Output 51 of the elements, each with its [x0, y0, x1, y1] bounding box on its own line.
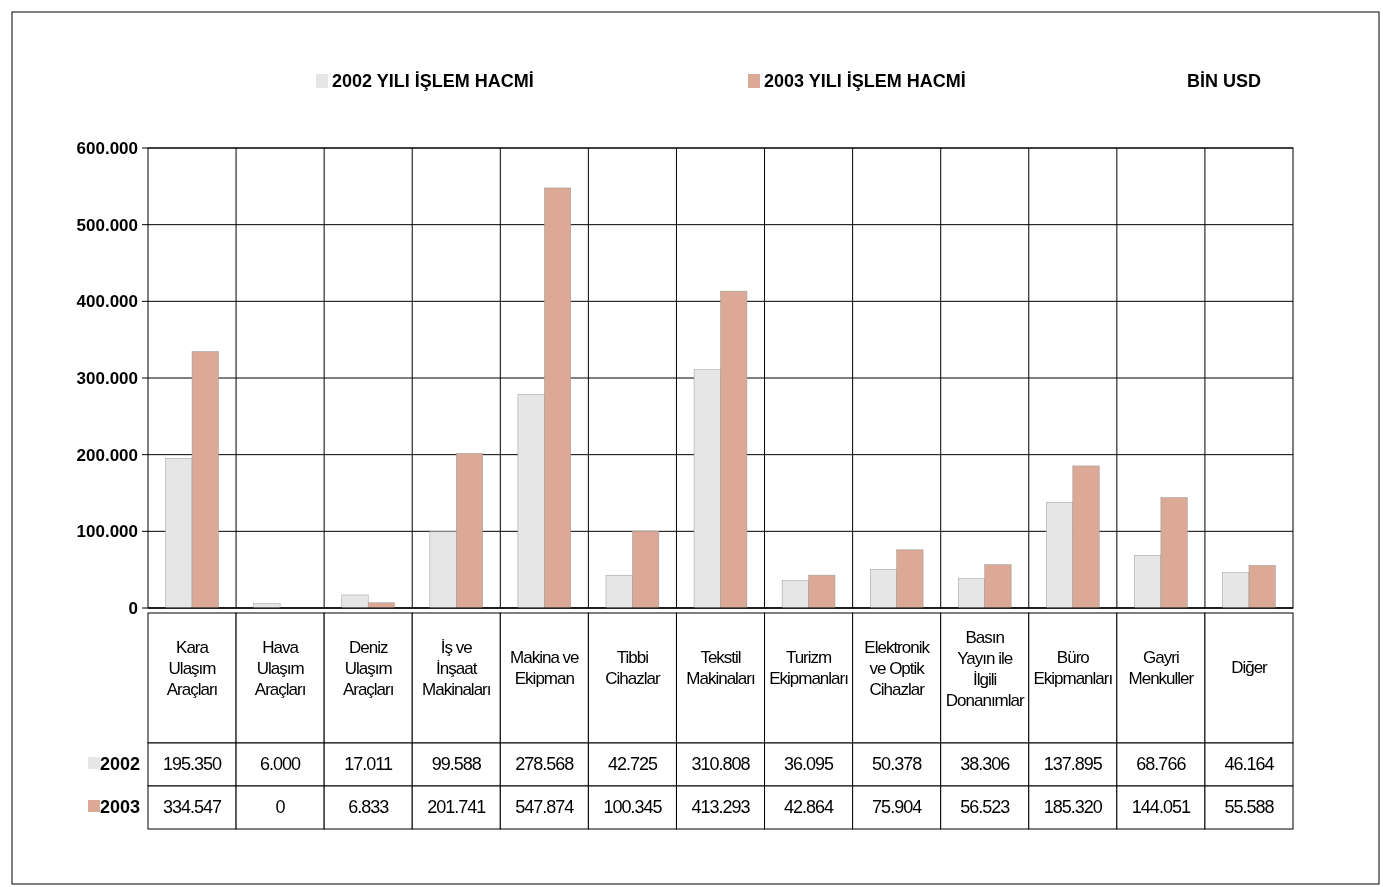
y-tick-label: 300.000: [76, 368, 138, 388]
data-label: 56.523: [960, 797, 1011, 818]
data-label: 36.095: [784, 754, 835, 775]
data-label: 50.378: [872, 754, 923, 775]
data-label: 68.766: [1136, 754, 1187, 775]
y-tick-label: 200.000: [76, 445, 138, 465]
y-tick-label: 0: [128, 598, 138, 618]
x-tick-label: Kara Ulaşım Araçları: [166, 638, 218, 699]
x-tick-label: Tibbi Cihazlar: [605, 648, 661, 688]
x-tick-label: Turizm Ekipmanları: [769, 648, 849, 688]
data-label: 17.011: [344, 754, 394, 775]
y-axis-title: BİN USD: [1186, 71, 1261, 92]
data-label: 278.568: [515, 754, 575, 775]
x-tick-label: Tekstil Makinaları: [686, 648, 755, 688]
x-tick-label: Hava Ulaşım Araçları: [254, 638, 306, 699]
y-tick-label: 400.000: [76, 292, 138, 312]
data-label: 6.833: [348, 797, 390, 818]
data-label: 75.904: [872, 797, 923, 818]
data-label: 144.051: [1131, 797, 1191, 818]
data-label: 547.874: [515, 797, 575, 818]
data-label: 42.864: [784, 797, 835, 818]
legend-label: 2003 YILI İŞLEM HACMİ: [764, 71, 966, 92]
y-tick-label: 100.000: [76, 522, 138, 542]
x-tick-label: Gayri Menkuller: [1128, 648, 1195, 688]
data-label: 55.588: [1224, 797, 1275, 818]
y-tick-label: 600.000: [76, 138, 138, 158]
data-label: 185.320: [1043, 797, 1103, 818]
data-label: 46.164: [1224, 754, 1275, 775]
data-label: 6.000: [260, 754, 302, 775]
data-label: 38.306: [960, 754, 1011, 775]
data-label: 334.547: [163, 797, 223, 818]
x-tick-label: Büro Ekipmanları: [1033, 648, 1113, 688]
text: 2003: [99, 797, 140, 818]
x-tick-label: Diğer: [1231, 658, 1269, 677]
y-tick-label: 500.000: [76, 215, 138, 235]
x-tick-label: Elektronik ve Optik Cihazlar: [864, 638, 931, 699]
data-label: 0: [275, 797, 286, 818]
data-label: 195.350: [163, 754, 223, 775]
x-tick-label: Makina ve Ekipman: [510, 648, 580, 688]
data-label: 137.895: [1043, 754, 1103, 775]
data-label: 310.808: [691, 754, 751, 775]
x-tick-label: Basın Yayın ile İlgili Donanımlar: [945, 628, 1025, 710]
x-tick-label: İş ve İnşaat Makinaları: [422, 638, 491, 699]
data-label: 99.588: [431, 754, 482, 775]
text: 2002: [99, 754, 140, 775]
data-label: 413.293: [691, 797, 751, 818]
data-label: 201.741: [427, 797, 487, 818]
x-tick-label: Deniz Ulaşım Araçları: [342, 638, 394, 699]
data-label: 100.345: [603, 797, 663, 818]
legend-label: 2002 YILI İŞLEM HACMİ: [332, 71, 534, 92]
data-label: 42.725: [607, 754, 658, 775]
